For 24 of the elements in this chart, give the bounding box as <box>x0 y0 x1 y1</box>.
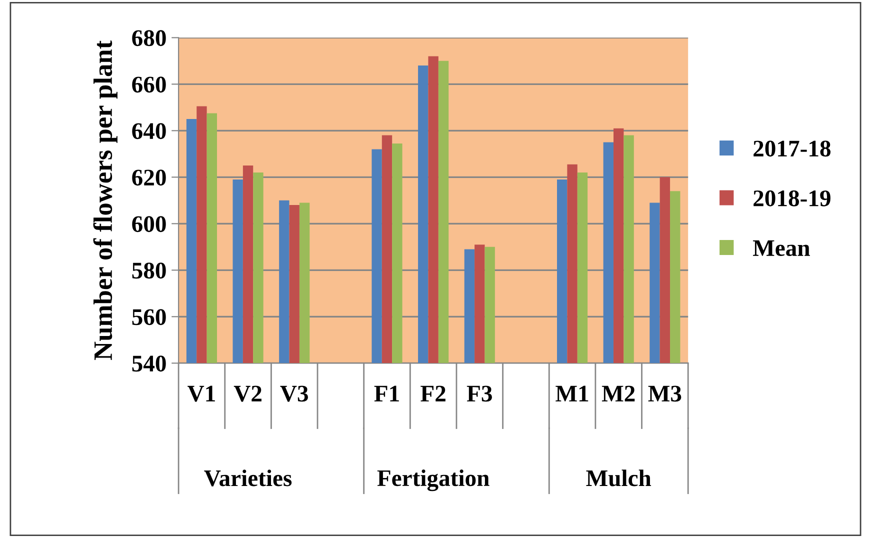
x-tick-label: F3 <box>466 386 492 402</box>
y-tick-label: 600 <box>132 216 166 232</box>
x-tick-label: V2 <box>234 386 262 402</box>
x-tick-label: M2 <box>602 386 635 402</box>
x-tick-label: M3 <box>648 386 682 402</box>
y-tick-label: 580 <box>132 262 166 279</box>
x-tick-label: V3 <box>280 386 308 402</box>
y-tick-label: 640 <box>132 123 166 140</box>
y-tick-label: 540 <box>132 356 166 372</box>
y-axis-title: Number of flowers per plant <box>93 40 118 360</box>
x-tick-label: F1 <box>374 386 399 402</box>
y-tick-label: 660 <box>132 76 166 93</box>
text: Varieties <box>204 470 292 486</box>
x-tick-label: M1 <box>556 386 588 402</box>
legend-label: 2017-18 <box>754 140 830 157</box>
x-tick-label: F2 <box>420 386 446 402</box>
legend-label: 2018-19 <box>754 190 830 206</box>
text: Fertigation <box>377 470 490 492</box>
y-tick-label: 560 <box>132 309 166 326</box>
y-tick-label: 620 <box>132 170 166 186</box>
legend-label: Mean <box>752 240 810 256</box>
x-tick-label: V1 <box>188 386 215 402</box>
text: Mulch <box>586 470 652 486</box>
y-tick-label: 680 <box>132 30 166 46</box>
